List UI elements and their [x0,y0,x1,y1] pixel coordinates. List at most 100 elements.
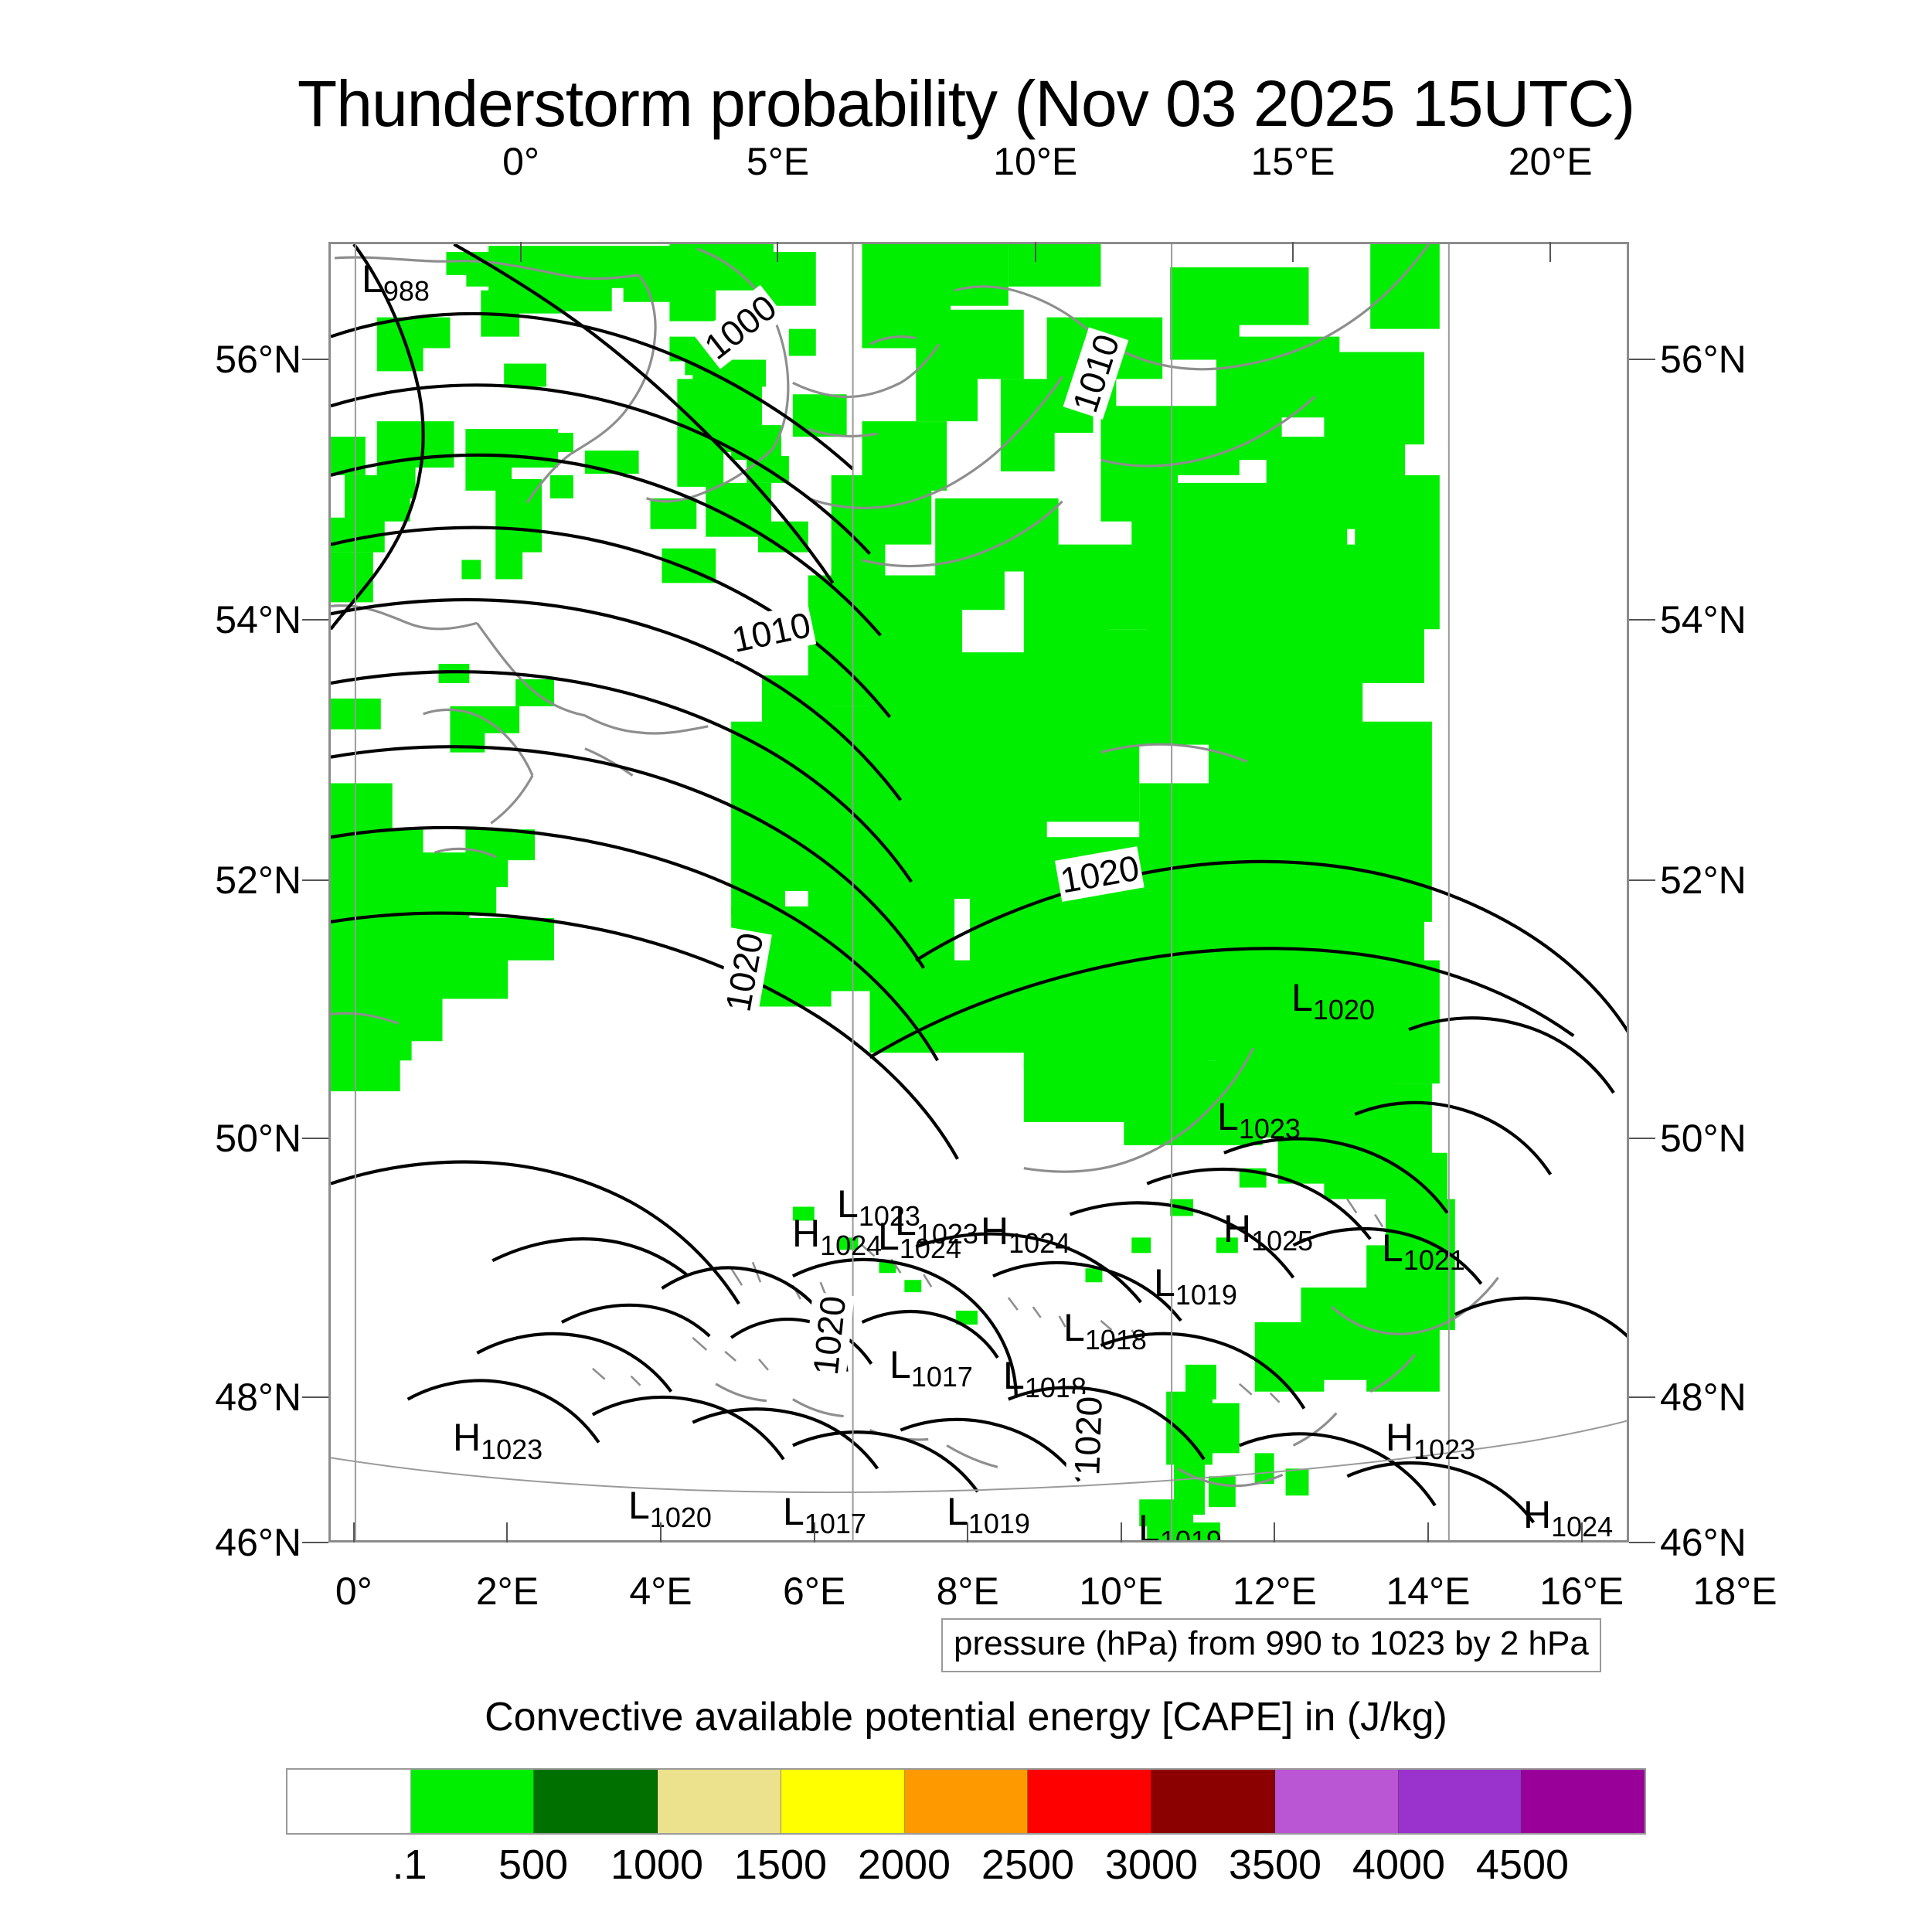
extremum-symbol: L [889,1343,911,1386]
tickmark-top [777,242,779,262]
extremum-symbol: L [947,1490,968,1533]
axis-tick-right: 46°N [1660,1521,1747,1564]
tickmark-bottom [1427,1522,1429,1543]
colorbar-label: 500 [498,1842,569,1888]
extremum-symbol: H [981,1209,1009,1253]
colorbar-cell-3[interactable] [658,1770,781,1833]
colorbar-label: .1 [392,1842,427,1888]
colorbar-cell-4[interactable] [781,1770,905,1833]
colorbar-cell-2[interactable] [534,1770,658,1833]
extremum-symbol: H [1223,1207,1252,1250]
map-plot-area[interactable]: L988 L1020 L1023 L1023 H1024 L1024 L1023 H1024 H… [328,242,1629,1543]
axis-tick-bottom: 4°E [629,1570,692,1613]
axis-tick-top: 20°E [1508,140,1593,183]
tickmark-bottom [813,1522,815,1543]
colorbar-label: 1500 [733,1842,828,1888]
axis-tick-left: 50°N [215,1117,301,1161]
extremum-value: 1019 [1175,1279,1237,1311]
pressure-extremum-l: L1020 [1291,978,1375,1024]
extremum-value: 1024 [899,1233,961,1264]
extremum-value: 988 [383,275,430,307]
axis-tick-top: 5°E [746,140,810,183]
extremum-symbol: L [1138,1507,1160,1543]
colorbar-tick-labels: .1 500 1000 1500 2000 2500 3000 3500 4000 4500 [286,1841,1646,1895]
colorbar-label: 3500 [1228,1842,1322,1888]
extremum-value: 1023 [916,1218,978,1250]
pressure-isobars [331,244,1627,1524]
tickmark-left [302,1542,328,1543]
extremum-value: 1021 [1403,1244,1465,1276]
extremum-symbol: L [1382,1226,1403,1270]
tickmark-left [302,618,328,621]
colorbar-label: 3000 [1104,1842,1199,1888]
extremum-value: 1024 [820,1230,883,1261]
colorbar-cell-10[interactable] [1522,1770,1645,1833]
pressure-extremum-l: L1024 [878,1217,961,1263]
axis-tick-bottom: 16°E [1539,1570,1624,1613]
axis-tick-left: 54°N [215,597,301,641]
pressure-extremum-l: L1020 [628,1486,712,1532]
tickmark-bottom [352,1522,355,1543]
extremum-symbol: L [1003,1354,1025,1397]
extremum-symbol: L [837,1182,859,1226]
extremum-symbol: L [362,257,383,301]
pressure-extremum-h: H1024 [792,1214,882,1260]
pressure-extremum-l: L1023 [1217,1097,1301,1143]
extremum-symbol: L [1291,976,1313,1019]
extremum-value: 1023 [858,1200,920,1232]
pressure-extremum-l: L1023 [895,1202,978,1248]
pressure-contour-note: pressure (hPa) from 990 to 1023 by 2 hPa [941,1618,1601,1672]
axis-tick-bottom: 10°E [1079,1570,1164,1613]
axis-tick-top: 0° [502,140,539,183]
tickmark-right [1629,618,1655,621]
colorbar-cell-0[interactable] [287,1770,411,1833]
axis-tick-left: 46°N [215,1521,301,1564]
colorbar-cell-6[interactable] [1028,1770,1152,1833]
colorbar-cell-7[interactable] [1151,1770,1275,1833]
pressure-extremum-h: H1024 [1523,1493,1613,1540]
pressure-extremum-l: L1019 [947,1492,1030,1538]
colorbar-label: 1000 [610,1842,704,1888]
cape-colorbar[interactable] [286,1768,1646,1835]
colorbar-cell-9[interactable] [1398,1770,1522,1833]
extremum-symbol: L [1217,1095,1239,1138]
pressure-extremum-l: L1019 [1138,1507,1222,1543]
pressure-extremum-l: L1017 [889,1345,973,1391]
extremum-value: 1020 [1312,994,1375,1026]
colorbar-cell-5[interactable] [904,1770,1029,1833]
tickmark-bottom [506,1522,509,1543]
axis-tick-top: 15°E [1250,140,1335,183]
pressure-extremum-l: L1019 [1154,1264,1237,1309]
contour-label: 1020 [1066,1393,1111,1479]
colorbar-title: Convective available potential energy [C… [485,1695,1447,1740]
extremum-symbol: H [1523,1493,1552,1536]
tickmark-top [1291,242,1294,262]
pressure-extremum-l: L1017 [783,1492,866,1538]
axis-tick-bottom: 12°E [1232,1570,1317,1613]
tickmark-bottom [1274,1522,1276,1543]
extremum-value: 1019 [1159,1525,1222,1543]
extremum-symbol: L [1063,1306,1085,1349]
colorbar-cell-8[interactable] [1274,1770,1399,1833]
extremum-symbol: L [878,1215,900,1258]
tickmark-right [1629,1542,1655,1543]
tickmark-right [1629,879,1655,881]
extremum-value: 1019 [968,1508,1030,1539]
tickmark-top [1034,242,1036,262]
tickmark-right [1629,1396,1655,1399]
pressure-extremum-l: L1018 [1063,1308,1147,1354]
colorbar-cell-1[interactable] [410,1770,535,1833]
extremum-value: 1023 [1238,1113,1301,1145]
pressure-extremum-l: L1023 [837,1185,920,1230]
tickmark-left [302,1138,328,1140]
tickmark-top [1549,242,1552,262]
colorbar-label: 2000 [857,1842,951,1888]
extremum-value: 1023 [481,1434,543,1465]
axis-tick-right: 50°N [1660,1117,1747,1161]
pressure-extremum-h: H1023 [453,1418,543,1464]
colorbar-label: 2500 [981,1842,1075,1888]
tickmark-bottom [1120,1522,1122,1543]
extremum-symbol: H [453,1416,481,1459]
extremum-value: 1023 [1413,1434,1476,1465]
